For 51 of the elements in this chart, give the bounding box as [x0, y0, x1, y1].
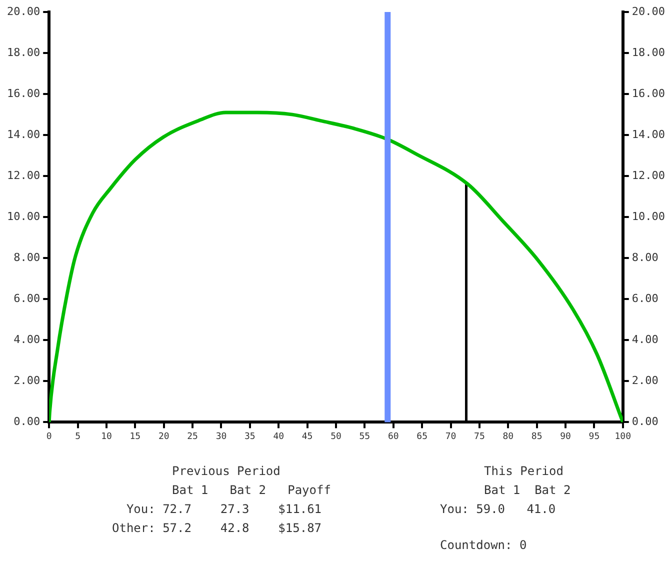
x-tick-label: 35	[244, 432, 256, 442]
y-tick-label: 4.00	[14, 333, 40, 346]
y-tick-label: 16.00	[6, 86, 40, 100]
text: Bat 1 Bat 2	[484, 482, 571, 499]
x-tick-label: 55	[359, 432, 370, 442]
text: Countdown: 0	[440, 537, 527, 554]
y-tick-label: 14.00	[6, 128, 40, 141]
y-tick-label: 10.00	[6, 210, 40, 223]
y2-tick-label: 16.00	[632, 86, 666, 100]
x-tick-label: 60	[388, 432, 399, 442]
x-tick-label: 15	[130, 432, 141, 442]
y2-tick-label: 2.00	[632, 374, 658, 388]
x-tick-label: 100	[614, 432, 632, 442]
text: Bat 1 Bat 2 Payoff	[172, 482, 331, 499]
x-tick-label: 50	[330, 432, 342, 442]
y2-tick-label: 12.00	[632, 168, 666, 182]
y2-tick-label: 18.00	[632, 46, 666, 59]
x-tick-label: 0	[46, 432, 52, 442]
x-tick-label: 75	[474, 432, 485, 442]
y-tick-label: 8.00	[14, 250, 40, 264]
y-tick-label: 2.00	[14, 374, 40, 388]
y2-tick-label: 10.00	[632, 210, 666, 223]
y2-tick-label: 8.00	[632, 250, 658, 264]
y2-tick-label: 0.00	[632, 415, 658, 428]
y-tick-label: 12.00	[6, 168, 40, 182]
x-tick-label: 45	[302, 432, 313, 442]
x-tick-label: 20	[158, 432, 170, 442]
y-tick-label: 20.00	[6, 4, 40, 18]
x-tick-label: 65	[416, 432, 428, 442]
text: Previous Period	[172, 463, 280, 480]
y2-tick-label: 14.00	[632, 128, 666, 141]
y-tick-label: 6.00	[14, 292, 40, 305]
x-tick-label: 30	[216, 432, 227, 442]
x-tick-label: 25	[187, 432, 198, 442]
y2-tick-label: 20.00	[632, 4, 666, 18]
y2-tick-label: 6.00	[632, 292, 658, 305]
x-tick-label: 40	[273, 432, 284, 442]
x-tick-label: 10	[101, 432, 112, 442]
x-tick-label: 80	[502, 432, 514, 442]
y-tick-label: 18.00	[6, 46, 40, 59]
x-tick-label: 70	[445, 432, 456, 442]
x-tick-label: 85	[531, 432, 542, 442]
x-tick-label: 90	[560, 432, 571, 442]
y-tick-label: 0.00	[14, 415, 40, 428]
y2-tick-label: 4.00	[632, 333, 658, 346]
x-tick-label: 5	[75, 432, 81, 442]
x-tick-label: 95	[588, 432, 600, 442]
text: Other: 57.2 42.8 $15.87	[112, 520, 322, 537]
text: You: 72.7 27.3 $11.61	[125, 501, 322, 518]
text: This Period	[484, 463, 564, 480]
text: You: 59.0 41.0	[440, 501, 556, 518]
